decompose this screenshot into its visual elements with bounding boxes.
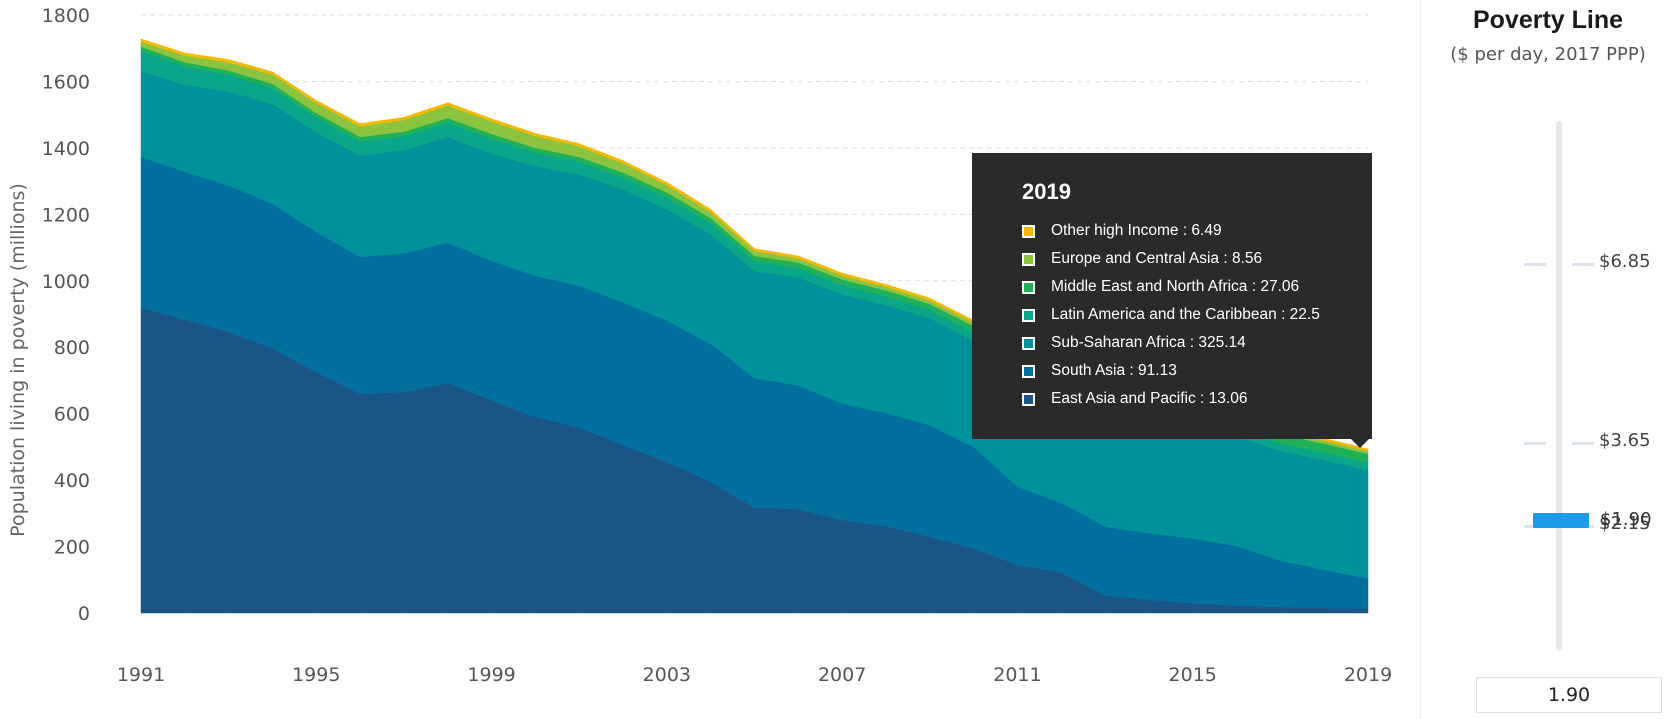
area-other-high-income[interactable] xyxy=(140,38,1369,452)
x-tick-label: 2015 xyxy=(1169,664,1217,686)
tooltip-row-label: East Asia and Pacific : 13.06 xyxy=(1051,390,1248,407)
tooltip-row: Sub-Saharan Africa : 325.14 xyxy=(1022,329,1372,357)
panel-subtitle: ($ per day, 2017 PPP) xyxy=(1450,44,1646,65)
slider-mark-label[interactable]: $2.15 xyxy=(1599,513,1651,535)
y-axis-label: Population living in poverty (millions) xyxy=(7,183,29,537)
x-tick-label: 2003 xyxy=(643,664,691,686)
slider-mark-tick xyxy=(1572,263,1594,267)
slider-mark-label[interactable]: $6.85 xyxy=(1599,251,1651,273)
tooltip-row-label: Sub-Saharan Africa : 325.14 xyxy=(1051,334,1246,351)
tooltip-row: Middle East and North Africa : 27.06 xyxy=(1022,273,1372,301)
tooltip-row: Latin America and the Caribbean : 22.5 xyxy=(1022,301,1372,329)
y-tick-label: 200 xyxy=(54,537,90,559)
tooltip-row: East Asia and Pacific : 13.06 xyxy=(1022,385,1372,413)
tooltip-row-label: Other high Income : 6.49 xyxy=(1051,222,1222,239)
y-tick-label: 1400 xyxy=(42,138,90,160)
tooltip-swatch xyxy=(1022,308,1035,322)
tooltip-swatch xyxy=(1022,280,1035,294)
x-tick-label: 2019 xyxy=(1344,664,1392,686)
x-axis-ticks: 1991 1995 1999 2003 2007 2011 2015 2019 xyxy=(117,664,1392,686)
y-tick-label: 1800 xyxy=(42,5,90,27)
x-tick-label: 1999 xyxy=(467,664,515,686)
tooltip-rows: Other high Income : 6.49 Europe and Centr… xyxy=(1022,217,1372,413)
tooltip-swatch xyxy=(1022,392,1035,406)
tooltip-row-label: Latin America and the Caribbean : 22.5 xyxy=(1051,306,1320,323)
tooltip: 2019 Other high Income : 6.49 Europe and … xyxy=(972,153,1372,448)
slider-mark-tick xyxy=(1524,263,1546,267)
slider-mark-label[interactable]: $3.65 xyxy=(1599,429,1651,451)
tooltip-swatch xyxy=(1022,336,1035,350)
slider-mark-tick xyxy=(1572,441,1594,445)
poverty-line-panel: Poverty Line ($ per day, 2017 PPP) $6.85… xyxy=(1420,0,1674,719)
tooltip-row: Europe and Central Asia : 8.56 xyxy=(1022,245,1372,273)
y-tick-label: 1600 xyxy=(42,71,90,93)
y-tick-label: 400 xyxy=(54,470,90,492)
tooltip-arrow xyxy=(1351,439,1369,448)
stacked-areas[interactable] xyxy=(140,38,1369,614)
x-tick-label: 1995 xyxy=(292,664,340,686)
y-tick-label: 600 xyxy=(54,404,90,426)
tooltip-row: South Asia : 91.13 xyxy=(1022,357,1372,385)
tooltip-row-label: Europe and Central Asia : 8.56 xyxy=(1051,250,1263,267)
slider-selected-label: $1.90 xyxy=(1600,509,1652,530)
tooltip-row: Other high Income : 6.49 xyxy=(1022,217,1372,245)
x-tick-label: 1991 xyxy=(117,664,165,686)
x-tick-label: 2007 xyxy=(818,664,866,686)
tooltip-swatch xyxy=(1022,364,1035,378)
tooltip-row-label: South Asia : 91.13 xyxy=(1051,362,1177,379)
tooltip-swatch xyxy=(1022,224,1035,238)
slider-handle[interactable] xyxy=(1533,513,1589,528)
poverty-line-input[interactable] xyxy=(1476,677,1662,713)
tooltip-swatch xyxy=(1022,252,1035,266)
y-axis-ticks: 0 200 400 600 800 1000 1200 1400 1600 1800 xyxy=(42,5,90,625)
y-tick-label: 0 xyxy=(78,603,90,625)
y-tick-label: 800 xyxy=(54,337,90,359)
panel-title: Poverty Line xyxy=(1472,6,1624,34)
slider-track[interactable] xyxy=(1556,121,1562,651)
y-tick-label: 1200 xyxy=(42,204,90,226)
slider-mark-tick xyxy=(1524,441,1546,445)
y-tick-label: 1000 xyxy=(42,271,90,293)
x-tick-label: 2011 xyxy=(993,664,1041,686)
tooltip-row-label: Middle East and North Africa : 27.06 xyxy=(1051,278,1300,295)
tooltip-title: 2019 xyxy=(1022,179,1071,204)
